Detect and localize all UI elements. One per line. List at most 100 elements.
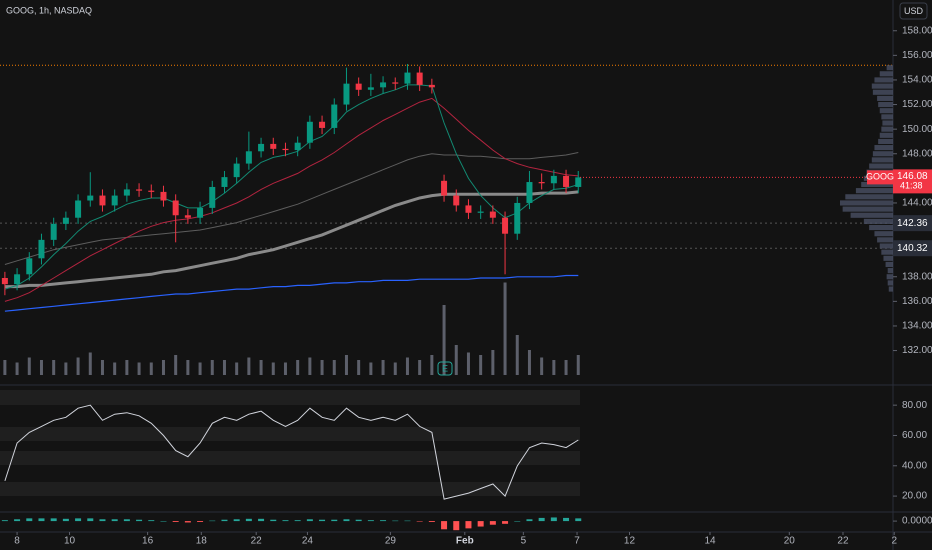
candle-body bbox=[477, 211, 484, 213]
x-tick-label: 29 bbox=[385, 536, 397, 547]
volume-profile-bar bbox=[840, 200, 893, 206]
volume-bar bbox=[198, 362, 202, 375]
volume-bar bbox=[100, 360, 104, 375]
candle-body bbox=[38, 239, 45, 259]
macd-bar bbox=[111, 519, 118, 522]
earnings-letter[interactable]: E bbox=[442, 363, 448, 373]
volume-bar bbox=[332, 360, 336, 375]
volume-profile-bar bbox=[886, 65, 893, 71]
x-tick-label: 10 bbox=[64, 536, 76, 547]
earnings-marker[interactable] bbox=[437, 361, 453, 376]
candle-body bbox=[319, 121, 326, 128]
y-tick-label: 154.00 bbox=[902, 75, 932, 86]
volume-bar bbox=[76, 357, 80, 375]
volume-bar bbox=[137, 362, 141, 375]
volume-profile-bar bbox=[869, 224, 893, 231]
volume-profile-bar bbox=[842, 206, 893, 212]
macd-bar bbox=[453, 521, 460, 531]
volume-bar bbox=[296, 360, 300, 375]
candle-body bbox=[123, 189, 130, 196]
macd-bar bbox=[428, 521, 435, 522]
volume-bar bbox=[210, 360, 214, 375]
volume-profile-bar bbox=[863, 218, 893, 224]
volume-bar bbox=[527, 350, 531, 375]
countdown: 41:38 bbox=[900, 181, 923, 191]
rsi-tick-label: 80.00 bbox=[902, 400, 927, 411]
macd-bar bbox=[404, 520, 411, 522]
volume-profile-bar bbox=[888, 286, 893, 292]
rsi-tick-label: 40.00 bbox=[902, 460, 927, 471]
volume-profile-bar bbox=[845, 194, 893, 200]
macd-bar bbox=[441, 521, 448, 530]
volume-bar bbox=[430, 355, 434, 375]
volume-profile-bar bbox=[855, 188, 893, 194]
volume-bar bbox=[222, 360, 226, 375]
y-tick-label: 156.00 bbox=[902, 50, 932, 61]
candle-body bbox=[465, 205, 472, 213]
candle-body bbox=[209, 186, 216, 208]
volume-bar bbox=[576, 355, 580, 375]
volume-profile-bar bbox=[850, 212, 893, 218]
price-tag-label: 142.36 bbox=[897, 218, 928, 229]
last-price-name-tag bbox=[867, 170, 893, 185]
candle-body bbox=[502, 217, 509, 234]
macd-bar bbox=[99, 519, 106, 522]
candle-body bbox=[380, 82, 387, 88]
volume-bar bbox=[344, 355, 348, 375]
candle-body bbox=[62, 217, 69, 224]
macd-bar bbox=[477, 521, 484, 527]
macd-bar bbox=[123, 519, 130, 522]
volume-profile-bar bbox=[878, 101, 893, 108]
macd-bar bbox=[294, 520, 301, 522]
macd-bar bbox=[319, 519, 326, 522]
volume-bar bbox=[125, 360, 129, 375]
candle-body bbox=[282, 148, 289, 151]
rsi-tick-label: 20.00 bbox=[902, 491, 927, 502]
y-tick-label: 138.00 bbox=[902, 271, 932, 282]
volume-profile-bar bbox=[879, 108, 893, 114]
macd-bar bbox=[245, 518, 252, 522]
volume-bar bbox=[393, 362, 397, 375]
candle-body bbox=[355, 83, 362, 90]
moving-average bbox=[4, 152, 579, 265]
macd-bar bbox=[148, 520, 155, 522]
volume-profile-bar bbox=[883, 255, 893, 261]
volume-bar bbox=[174, 355, 178, 375]
volume-profile-bar bbox=[877, 237, 893, 243]
currency-label[interactable]: USD bbox=[904, 6, 924, 16]
macd-bar bbox=[550, 517, 557, 522]
candle-body bbox=[245, 151, 252, 164]
volume-profile-bar bbox=[871, 157, 893, 163]
macd-bar bbox=[50, 518, 57, 522]
macd-bar bbox=[26, 518, 33, 522]
volume-bar bbox=[564, 360, 568, 375]
candle-body bbox=[306, 121, 313, 143]
macd-bar bbox=[184, 521, 191, 523]
volume-bar bbox=[15, 362, 19, 375]
symbol-title: GOOG, 1h, NASDAQ bbox=[6, 5, 92, 15]
candle-body bbox=[148, 190, 155, 192]
volume-bar bbox=[88, 352, 92, 375]
y-tick-label: 134.00 bbox=[902, 321, 932, 332]
volume-bar bbox=[369, 362, 373, 375]
macd-bar bbox=[331, 519, 338, 522]
x-tick-label: 7 bbox=[574, 536, 580, 547]
candle-body bbox=[538, 182, 545, 184]
x-tick-label: 22 bbox=[837, 536, 849, 547]
candle-body bbox=[453, 195, 460, 206]
candle-body bbox=[514, 202, 521, 234]
candle-body bbox=[221, 177, 228, 187]
candle-body bbox=[575, 177, 582, 187]
macd-tick-label: 0.0000 bbox=[902, 516, 932, 527]
currency-button[interactable] bbox=[899, 2, 928, 20]
macd-bar bbox=[489, 521, 496, 525]
macd-bar bbox=[502, 521, 509, 524]
candle-body bbox=[343, 83, 350, 105]
y-tick-label: 158.00 bbox=[902, 25, 932, 36]
y-tick-label: 152.00 bbox=[902, 99, 932, 110]
candle-body bbox=[416, 72, 423, 85]
x-tick-label: 8 bbox=[14, 536, 20, 547]
candle-body bbox=[331, 104, 338, 128]
candle-body bbox=[184, 215, 191, 218]
macd-bar bbox=[221, 519, 228, 522]
